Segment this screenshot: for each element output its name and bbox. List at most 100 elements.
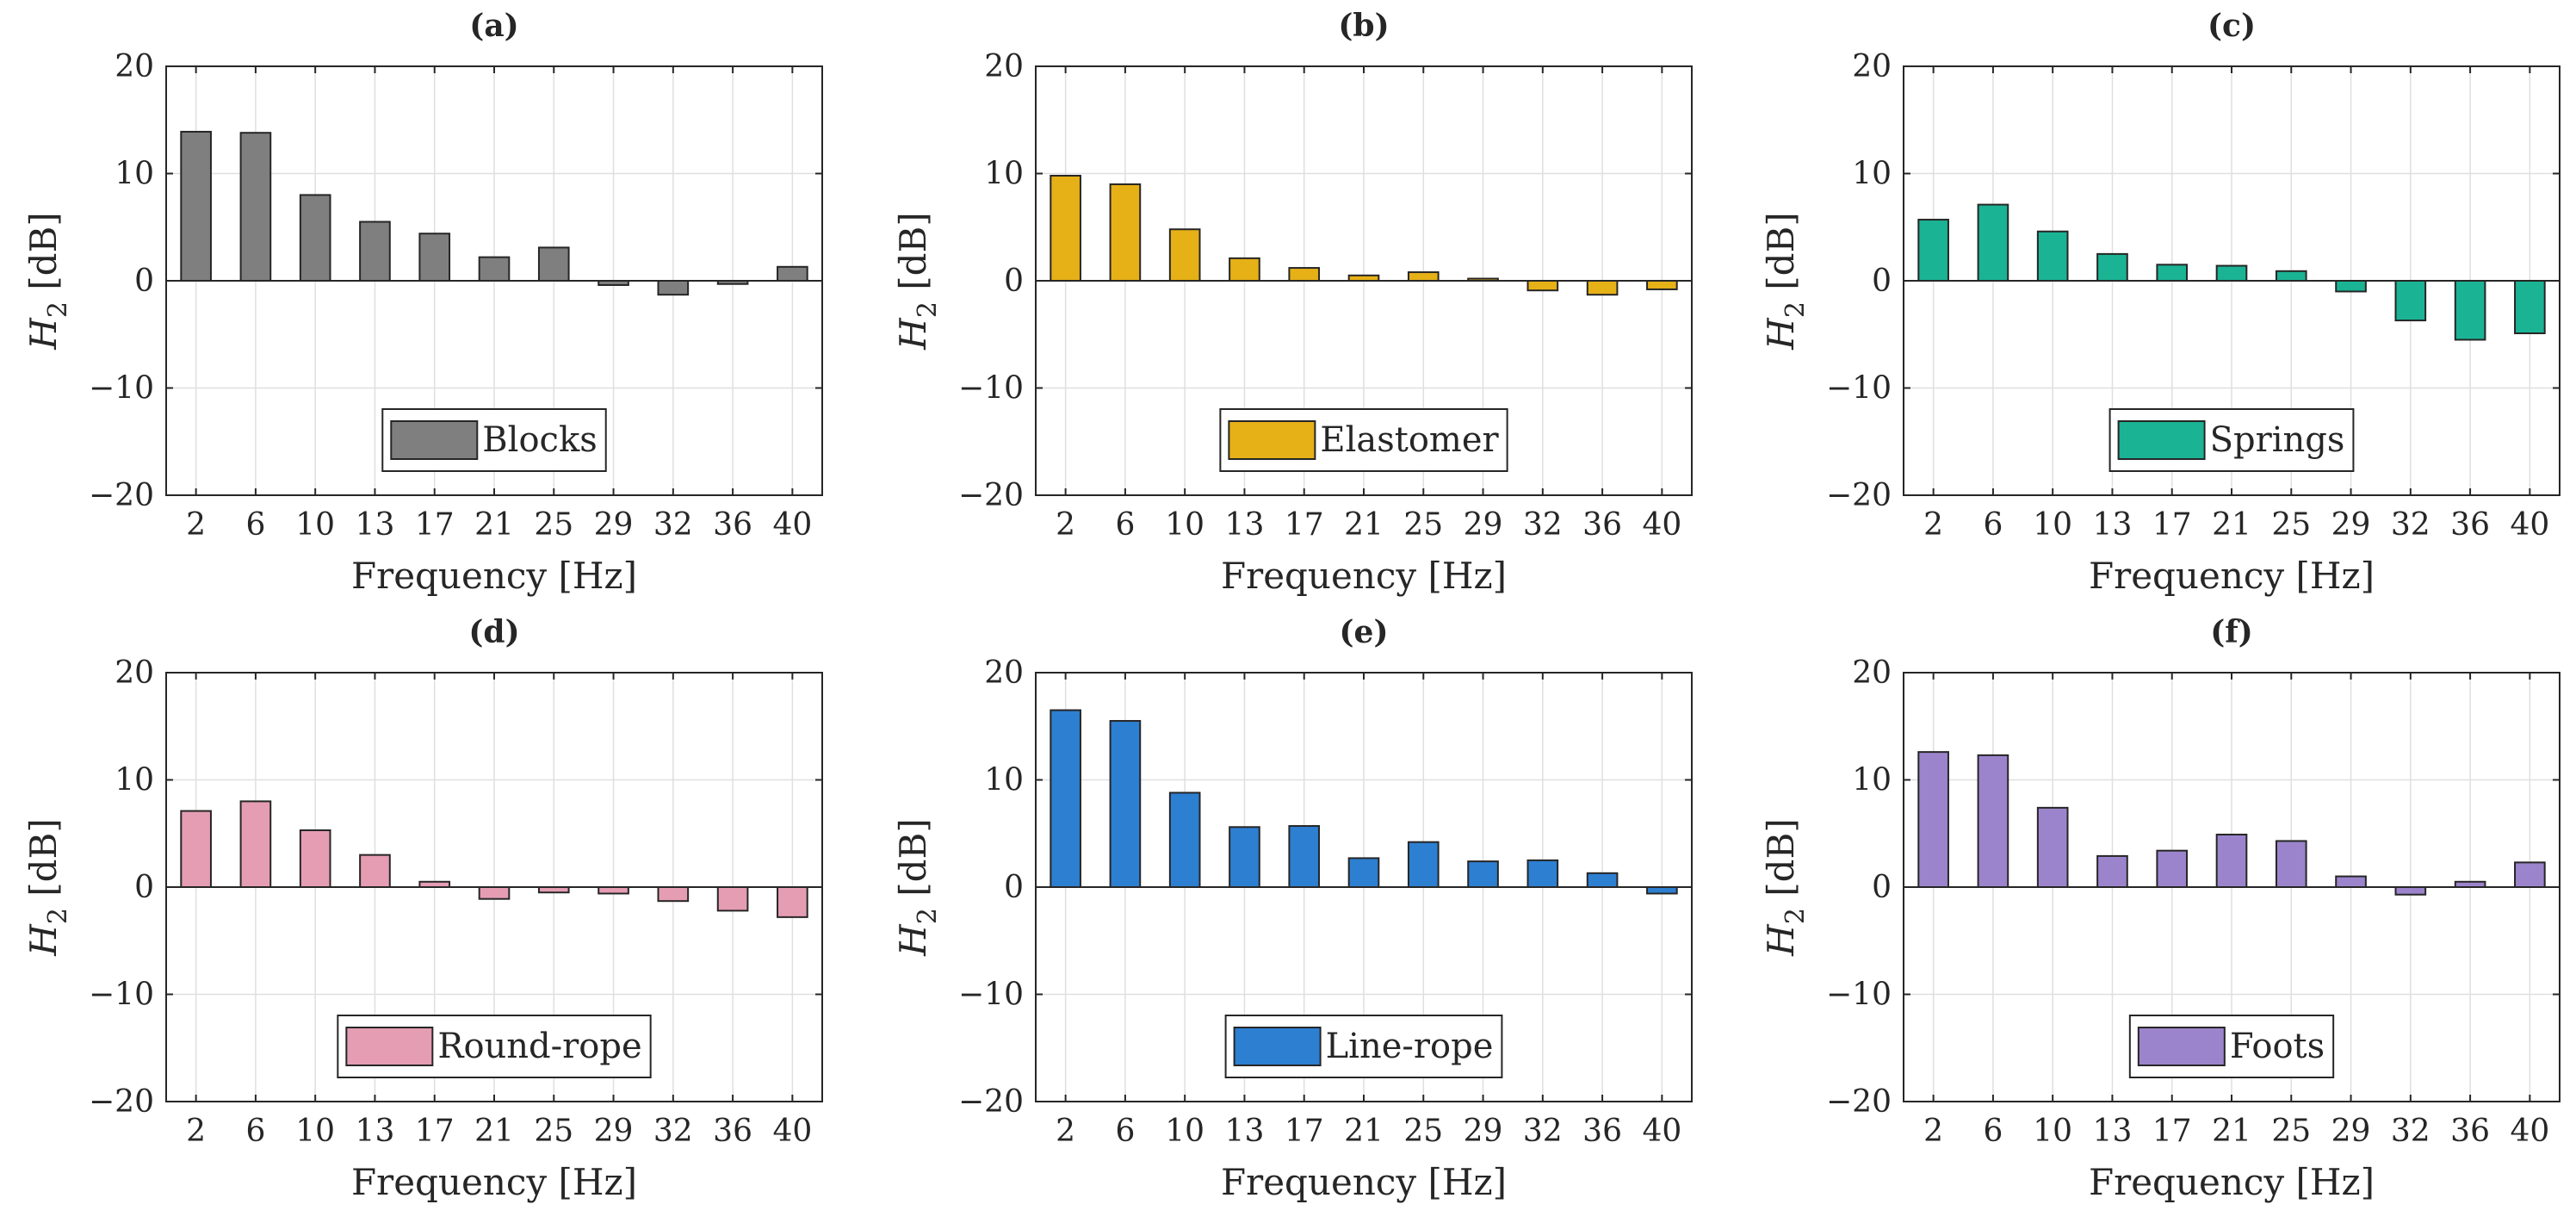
- x-tick-label: 40: [2510, 507, 2549, 543]
- x-tick-label: 6: [1115, 507, 1135, 543]
- y-axis-label-unit: [dB]: [22, 818, 65, 908]
- x-tick-label: 25: [2271, 1114, 2311, 1149]
- bar-36hz: [1586, 280, 1619, 296]
- legend-label: Blocks: [482, 420, 597, 460]
- y-axis-label-unit: [dB]: [1760, 212, 1802, 301]
- x-tick-label: 10: [1165, 507, 1204, 543]
- bar-36hz: [1586, 872, 1619, 889]
- x-tick-label: 25: [1403, 1114, 1443, 1149]
- y-tick-label: 20: [115, 655, 154, 691]
- panel-title: (b): [1338, 8, 1389, 44]
- bar-6hz: [239, 800, 272, 889]
- x-axis-label: Frequency [Hz]: [351, 1161, 637, 1203]
- bar-2hz: [180, 810, 212, 888]
- x-tick-label: 25: [1403, 507, 1443, 543]
- legend: Round-rope: [337, 1015, 652, 1078]
- legend: Line-rope: [1224, 1015, 1503, 1078]
- chart-panel-c: −20 −10 0 10 20 2 6 10 13 17 21 25 29 32 36 40 (c) Freque…: [1760, 8, 2561, 597]
- x-tick-label: 10: [295, 507, 335, 543]
- y-axis-label-subscript: 2: [43, 301, 73, 318]
- y-tick-label: 20: [984, 655, 1024, 691]
- y-tick-label: 10: [1852, 763, 1892, 798]
- x-tick-label: 29: [594, 507, 634, 543]
- x-tick-label: 13: [356, 507, 395, 543]
- y-axis-label: H2 [dB]: [1760, 818, 1811, 957]
- bar-32hz: [657, 886, 690, 903]
- x-tick-label: 36: [1582, 507, 1622, 543]
- panel-title: (f): [2210, 614, 2253, 650]
- bar-17hz: [2156, 849, 2189, 888]
- x-axis-label: Frequency [Hz]: [2089, 1161, 2375, 1203]
- x-tick-label: 40: [772, 1114, 812, 1149]
- x-tick-label: 6: [245, 1114, 265, 1149]
- y-tick-label: −10: [958, 371, 1024, 407]
- bar-29hz: [2335, 280, 2367, 293]
- bar-10hz: [1168, 228, 1201, 282]
- x-axis-label: Frequency [Hz]: [351, 555, 637, 597]
- bar-40hz: [1646, 886, 1678, 895]
- x-tick-label: 29: [1464, 507, 1503, 543]
- bar-17hz: [1288, 825, 1321, 888]
- y-axis-label-subscript: 2: [1780, 908, 1811, 924]
- y-tick-label: 0: [134, 870, 154, 905]
- bar-6hz: [1109, 720, 1142, 889]
- bar-40hz: [2514, 861, 2546, 888]
- y-axis-label: H2 [dB]: [892, 818, 943, 957]
- bar-17hz: [418, 233, 451, 282]
- bar-40hz: [777, 886, 808, 918]
- y-tick-label: 0: [1872, 264, 1892, 299]
- chart-panel-a: −20 −10 0 10 20 2 6 10 13 17 21 25 29 32 36 40 (a) Freque…: [22, 8, 823, 597]
- panel-title: (e): [1340, 614, 1389, 650]
- bar-25hz: [1407, 271, 1440, 282]
- x-tick-label: 32: [2391, 1114, 2430, 1149]
- y-axis-label-subscript: 2: [43, 908, 73, 924]
- bar-10hz: [299, 829, 331, 889]
- x-tick-label: 25: [2271, 507, 2311, 543]
- bar-13hz: [359, 220, 391, 282]
- panel-title: (d): [468, 614, 519, 650]
- legend-label: Line-rope: [1326, 1027, 1494, 1066]
- bar-32hz: [2394, 886, 2427, 896]
- bar-10hz: [2036, 230, 2069, 282]
- y-axis-label-symbol: H: [892, 923, 934, 957]
- y-axis-label-symbol: H: [1760, 317, 1802, 351]
- bar-29hz: [598, 886, 629, 895]
- bar-2hz: [1917, 219, 1949, 282]
- bar-36hz: [2454, 280, 2486, 341]
- bar-25hz: [2275, 270, 2307, 282]
- x-tick-label: 2: [1056, 1114, 1075, 1149]
- bar-10hz: [299, 194, 331, 282]
- y-axis-label-subscript: 2: [913, 301, 943, 318]
- x-tick-label: 10: [2033, 507, 2072, 543]
- x-tick-label: 29: [594, 1114, 634, 1149]
- y-tick-label: 0: [134, 264, 154, 299]
- bar-2hz: [1917, 751, 1949, 888]
- y-tick-label: −20: [1826, 478, 1892, 513]
- x-tick-label: 13: [1225, 1114, 1265, 1149]
- bar-21hz: [478, 886, 511, 900]
- x-tick-label: 36: [713, 507, 752, 543]
- y-axis-label-symbol: H: [892, 317, 934, 351]
- bar-40hz: [1646, 280, 1678, 290]
- x-tick-label: 32: [653, 507, 693, 543]
- y-tick-label: −10: [958, 978, 1024, 1013]
- x-tick-label: 40: [2510, 1114, 2549, 1149]
- bar-25hz: [1407, 841, 1440, 889]
- x-tick-label: 10: [2033, 1114, 2072, 1149]
- panel-title: (c): [2208, 8, 2256, 44]
- x-axis-label: Frequency [Hz]: [1221, 555, 1507, 597]
- chart-panel-b: −20 −10 0 10 20 2 6 10 13 17 21 25 29 32 36 40 (b) Freque…: [892, 8, 1693, 597]
- bar-6hz: [239, 132, 272, 282]
- y-tick-label: 0: [1004, 870, 1024, 905]
- x-tick-label: 36: [2450, 507, 2490, 543]
- bar-25hz: [537, 246, 570, 282]
- x-tick-label: 29: [1464, 1114, 1503, 1149]
- y-axis-label-unit: [dB]: [1760, 818, 1802, 908]
- y-axis-label-subscript: 2: [913, 908, 943, 924]
- chart-panel-e: −20 −10 0 10 20 2 6 10 13 17 21 25 29 32 36 40 (e) Freque…: [892, 614, 1693, 1203]
- x-tick-label: 25: [534, 507, 573, 543]
- bar-13hz: [2096, 252, 2128, 282]
- legend-label: Round-rope: [437, 1027, 641, 1066]
- x-tick-label: 36: [713, 1114, 752, 1149]
